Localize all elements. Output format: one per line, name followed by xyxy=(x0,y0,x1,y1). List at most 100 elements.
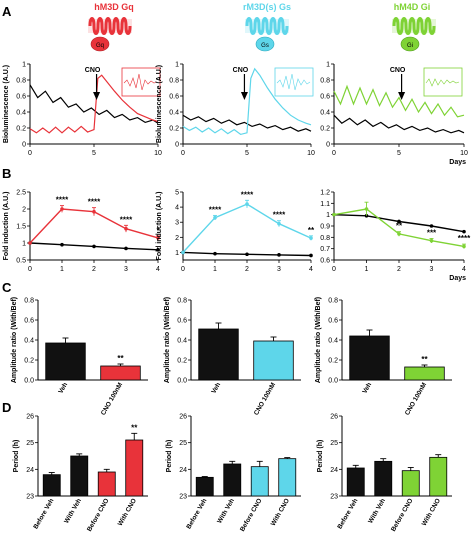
data-point xyxy=(245,252,249,257)
panel-letter-d: D xyxy=(2,400,11,415)
bar xyxy=(195,476,214,497)
bar xyxy=(401,470,420,497)
cno-annotation: CNO xyxy=(233,67,249,74)
significance-marker: ** xyxy=(117,354,124,363)
x-axis-label: Days xyxy=(449,275,466,282)
y-axis-label: Period (h) xyxy=(166,440,173,473)
bar xyxy=(125,439,144,497)
significance-marker: **** xyxy=(56,196,69,205)
series-line xyxy=(182,203,312,253)
cno-arrow-head xyxy=(93,92,101,100)
cno-arrow-head xyxy=(240,92,248,100)
y-tick-label: 1 xyxy=(326,212,330,219)
data-point xyxy=(397,219,401,224)
chart-d1: 23 24 25 26 Period (h) Before Veh With Veh Befo… xyxy=(13,414,148,533)
y-tick-label: 26 xyxy=(330,414,338,421)
bar xyxy=(429,456,448,497)
y-tick-label: 0.5 xyxy=(16,258,26,265)
chart-d2: 23 24 25 26 Period (h) Before Veh With Veh Befo… xyxy=(166,414,301,533)
y-tick-label: 4 xyxy=(175,205,179,212)
y-tick-label: 0.8 xyxy=(320,78,330,85)
data-point xyxy=(181,250,185,255)
series-line xyxy=(182,67,312,136)
g-protein-label-gq: Gq xyxy=(96,43,104,49)
x-tick-label: 1 xyxy=(213,266,217,273)
bar xyxy=(70,455,89,497)
bar xyxy=(223,463,242,497)
y-tick-label: 1 xyxy=(22,62,26,69)
bar xyxy=(100,365,141,381)
bar xyxy=(45,342,86,381)
y-tick-label: 0.6 xyxy=(320,258,330,265)
receptor-illustration-gq: Gq xyxy=(88,17,132,52)
data-point xyxy=(462,244,466,249)
x-tick-label: 0 xyxy=(181,266,185,273)
y-tick-label: 0.6 xyxy=(169,94,179,101)
x-tick-label: 10 xyxy=(460,150,468,157)
y-axis-label: Bioluminescence (A.U.) xyxy=(3,65,10,143)
x-tick-label: 1 xyxy=(60,266,64,273)
bar xyxy=(349,335,390,381)
category-label: Before Veh xyxy=(185,497,208,530)
panel-letter-b: B xyxy=(2,166,11,181)
y-tick-label: 1.5 xyxy=(16,224,26,231)
y-tick-label: 0.8 xyxy=(328,298,338,305)
category-label: With CNO xyxy=(117,498,138,528)
y-tick-label: 25 xyxy=(330,440,338,447)
y-tick-label: 0.4 xyxy=(320,110,330,117)
y-axis-label: Amplitude ratio (With/Bef) xyxy=(164,297,171,383)
category-label: With CNO xyxy=(270,498,291,528)
y-tick-label: 0.6 xyxy=(328,318,338,325)
data-point xyxy=(364,207,369,211)
y-axis-label: Fold induction (A.U.) xyxy=(156,192,163,261)
category-label: With CNO xyxy=(421,498,442,528)
y-tick-label: 0.6 xyxy=(16,94,26,101)
y-tick-label: 0.2 xyxy=(328,358,338,365)
data-point xyxy=(60,242,64,247)
cno-arrow-head xyxy=(398,92,406,100)
series-line xyxy=(29,74,159,134)
bar xyxy=(346,467,365,497)
significance-marker: *** xyxy=(427,228,437,237)
y-tick-label: 0.8 xyxy=(16,78,26,85)
data-point xyxy=(397,232,401,236)
data-point xyxy=(462,229,466,234)
x-tick-label: 0 xyxy=(332,266,336,273)
significance-marker: * xyxy=(156,226,160,235)
x-tick-label: 5 xyxy=(92,150,96,157)
x-tick-label: 0 xyxy=(28,266,32,273)
x-tick-label: 2 xyxy=(92,266,96,273)
category-label: CNO 100nM xyxy=(404,382,428,417)
x-tick-label: 1 xyxy=(365,266,369,273)
cno-annotation: CNO xyxy=(85,67,101,74)
y-axis-label: Period (h) xyxy=(13,440,20,473)
x-tick-label: 3 xyxy=(124,266,128,273)
y-tick-label: 1 xyxy=(175,62,179,69)
inset-trace-gs xyxy=(274,67,314,97)
category-label: Before CNO xyxy=(86,498,110,533)
panel-letter-a: A xyxy=(2,4,12,19)
category-label: CNO 100nM xyxy=(100,382,124,417)
y-tick-label: 0.2 xyxy=(16,126,26,133)
y-tick-label: 0 xyxy=(326,142,330,149)
data-point xyxy=(277,253,281,257)
chart-c1: 0.0 0.2 0.4 0.6 0.8 Amplitude ratio (With/Bef… xyxy=(11,297,148,417)
bar xyxy=(404,366,445,381)
y-tick-label: 0.2 xyxy=(24,358,34,365)
data-point xyxy=(277,221,281,226)
cno-annotation: CNO xyxy=(390,67,406,74)
significance-marker: **** xyxy=(88,198,101,207)
chart-d3: 23 24 25 26 Period (h) Before Veh With Veh Befo… xyxy=(317,414,452,533)
x-tick-label: 3 xyxy=(430,266,434,273)
y-axis-label: Period (h) xyxy=(317,440,324,473)
y-tick-label: 0.2 xyxy=(320,126,330,133)
y-tick-label: 0.8 xyxy=(320,235,330,242)
data-point xyxy=(332,212,336,217)
significance-marker: **** xyxy=(241,190,254,199)
data-point xyxy=(213,215,217,220)
data-point xyxy=(309,253,313,258)
y-tick-label: 1 xyxy=(326,62,330,69)
category-label: Veh xyxy=(210,381,222,395)
